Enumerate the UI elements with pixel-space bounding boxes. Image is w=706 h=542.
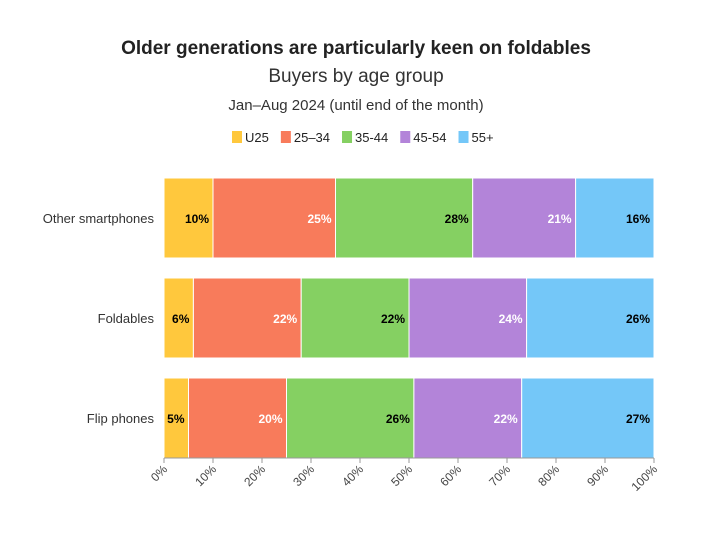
x-tick-label: 100%	[629, 462, 661, 494]
bar-segment	[526, 277, 655, 359]
data-label: 27%	[626, 412, 650, 426]
data-label: 10%	[185, 212, 209, 226]
x-tick-label: 90%	[584, 462, 611, 489]
chart-subtitle: Buyers by age group	[268, 66, 443, 87]
legend: U25 25–34 35-44 45-54 55+	[232, 130, 494, 145]
bar-segment	[335, 177, 474, 259]
data-label: 24%	[499, 312, 523, 326]
data-label: 20%	[258, 412, 282, 426]
bar-segment	[192, 277, 302, 359]
x-tick-label: 20%	[241, 462, 268, 489]
x-tick-label: 10%	[192, 462, 219, 489]
data-label: 25%	[307, 212, 331, 226]
bar-segment	[575, 177, 655, 259]
legend-label-2: 35-44	[355, 130, 388, 145]
legend-label-1: 25–34	[294, 130, 330, 145]
x-axis: 0% 10% 20% 30% 40% 50% 60% 70% 80% 90% 100%	[148, 457, 661, 494]
legend-swatch-2	[342, 131, 353, 143]
legend-label-0: U25	[245, 130, 269, 145]
category-label: Flip phones	[87, 411, 155, 426]
bars-group: Other smartphones 10% 25% 28% 21% 16% Foldable…	[43, 177, 655, 459]
data-label: 26%	[386, 412, 410, 426]
data-label: 21%	[548, 212, 572, 226]
data-label: 22%	[494, 412, 518, 426]
bar-segment	[408, 277, 528, 359]
legend-label-3: 45-54	[413, 130, 446, 145]
bar-segment	[188, 377, 287, 459]
data-label: 26%	[626, 312, 650, 326]
chart-title: Older generations are particularly keen …	[121, 38, 591, 59]
legend-swatch-4	[458, 131, 469, 143]
chart-period: Jan–Aug 2024 (until end of the month)	[228, 97, 483, 114]
bar-segment	[163, 177, 214, 259]
x-tick-label: 0%	[148, 462, 170, 484]
legend-swatch-3	[400, 131, 411, 143]
legend-swatch-1	[280, 131, 291, 143]
data-label: 5%	[167, 412, 185, 426]
x-tick-label: 30%	[290, 462, 317, 489]
x-tick-label: 70%	[486, 462, 513, 489]
x-tick-label: 80%	[535, 462, 562, 489]
bar-segment	[163, 277, 194, 359]
data-label: 16%	[626, 212, 650, 226]
x-tick-label: 40%	[339, 462, 366, 489]
category-label: Foldables	[98, 311, 155, 326]
x-tick-label: 50%	[388, 462, 415, 489]
category-label: Other smartphones	[43, 211, 155, 226]
bar-segment	[521, 377, 655, 459]
legend-swatch-0	[232, 131, 242, 143]
data-label: 22%	[273, 312, 297, 326]
data-label: 22%	[381, 312, 405, 326]
bar-segment	[286, 377, 415, 459]
bar-segment	[212, 177, 336, 259]
data-label: 28%	[445, 212, 469, 226]
bar-segment	[300, 277, 410, 359]
x-tick-label: 60%	[437, 462, 464, 489]
legend-label-4: 55+	[472, 130, 494, 145]
bar-segment	[472, 177, 577, 259]
bar-segment	[413, 377, 523, 459]
data-label: 6%	[172, 312, 190, 326]
